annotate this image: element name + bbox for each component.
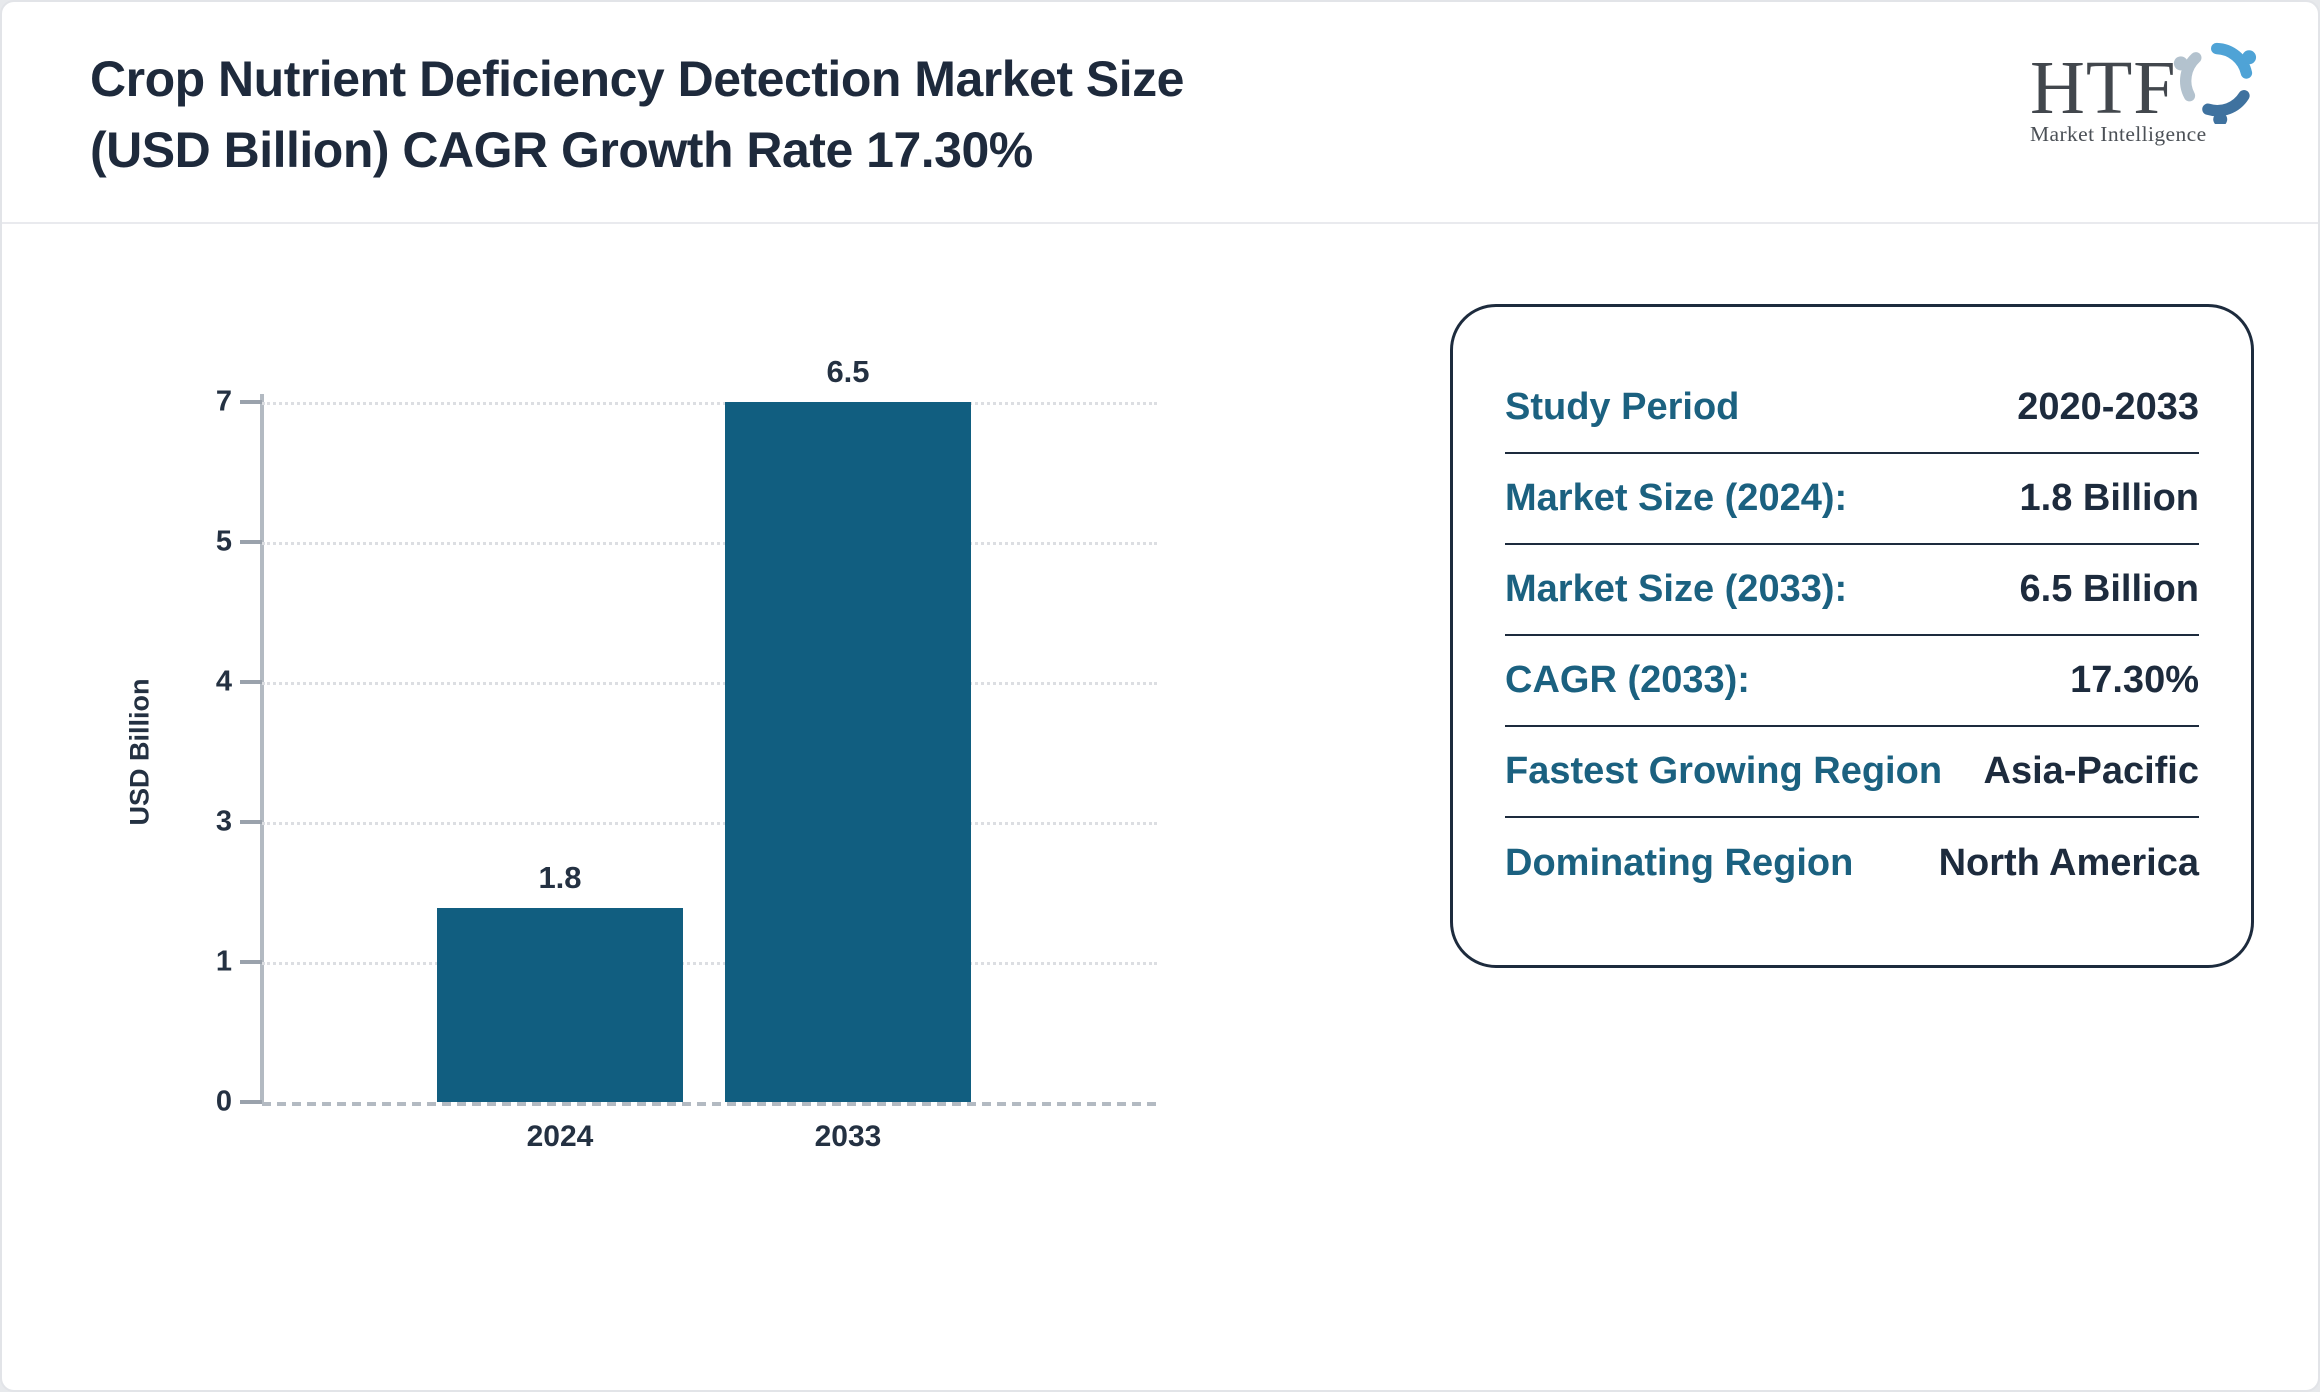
info-row: Market Size (2024): 1.8 Billion [1505,454,2199,545]
info-label: Fastest Growing Region [1505,750,1943,792]
y-tick-label: 4 [215,665,232,698]
info-value: 17.30% [2070,659,2199,701]
bar-2033 [725,402,971,1102]
htf-logo: HTF Market Intelligence [2030,36,2260,147]
y-axis-title: USD Billion [124,678,155,826]
info-label: Market Size (2024): [1505,477,1848,519]
y-tick-label: 0 [215,1085,232,1118]
y-tick-mark [240,960,262,964]
bar-value-label-2033: 6.5 [826,354,870,389]
x-tick-label-2024: 2024 [526,1120,594,1153]
info-row: CAGR (2033): 17.30% [1505,636,2199,727]
page-title-line2: (USD Billion) CAGR Growth Rate 17.30% [90,122,1033,178]
y-tick-label: 1 [215,945,232,978]
content: USD Billion 0 1 3 4 5 7 1.8 2024 6.5 2033 Study P… [2,224,2318,1390]
logo-wordmark: HTF [2030,46,2177,130]
page-title-line1: Crop Nutrient Deficiency Detection Marke… [90,51,1184,107]
bar-2024 [437,908,683,1102]
y-tick-mark [240,820,262,824]
info-row: Study Period 2020-2033 [1505,363,2199,454]
info-value: North America [1938,842,2199,884]
info-panel: Study Period 2020-2033 Market Size (2024):… [1450,304,2254,968]
info-value: 1.8 Billion [2019,477,2199,519]
y-tick-mark [240,400,262,404]
bar-value-label-2024: 1.8 [538,860,582,896]
gridline [262,962,1157,965]
y-tick-mark [240,540,262,544]
x-tick-label-2033: 2033 [814,1120,882,1153]
y-tick-label: 3 [215,805,232,838]
info-row: Market Size (2033): 6.5 Billion [1505,545,2199,636]
gridline [262,822,1157,825]
info-row: Dominating Region North America [1505,818,2199,909]
gridline [262,542,1157,545]
gridline [262,402,1157,405]
info-label: CAGR (2033): [1505,659,1750,701]
x-axis-baseline [262,1102,1157,1106]
logo-swirl-icon [2173,42,2256,124]
bar-chart: USD Billion 0 1 3 4 5 7 1.8 2024 6.5 2033 [125,354,1157,1153]
logo-row: HTF [2030,36,2260,126]
y-tick-mark [240,680,262,684]
info-value: Asia-Pacific [1983,750,2199,792]
y-tick-label: 7 [215,385,232,418]
y-tick-mark [240,1100,262,1104]
info-label: Market Size (2033): [1505,568,1848,610]
y-tick-label: 5 [215,525,232,558]
gridline [262,682,1157,685]
y-axis-line [260,394,264,1102]
logo-subtitle: Market Intelligence [2030,122,2207,146]
info-label: Study Period [1505,386,1740,428]
page-title: Crop Nutrient Deficiency Detection Marke… [90,32,2230,186]
info-label: Dominating Region [1505,842,1854,884]
info-row: Fastest Growing Region Asia-Pacific [1505,727,2199,818]
info-value: 6.5 Billion [2019,568,2199,610]
header: Crop Nutrient Deficiency Detection Marke… [2,2,2318,224]
info-value: 2020-2033 [2017,386,2199,428]
